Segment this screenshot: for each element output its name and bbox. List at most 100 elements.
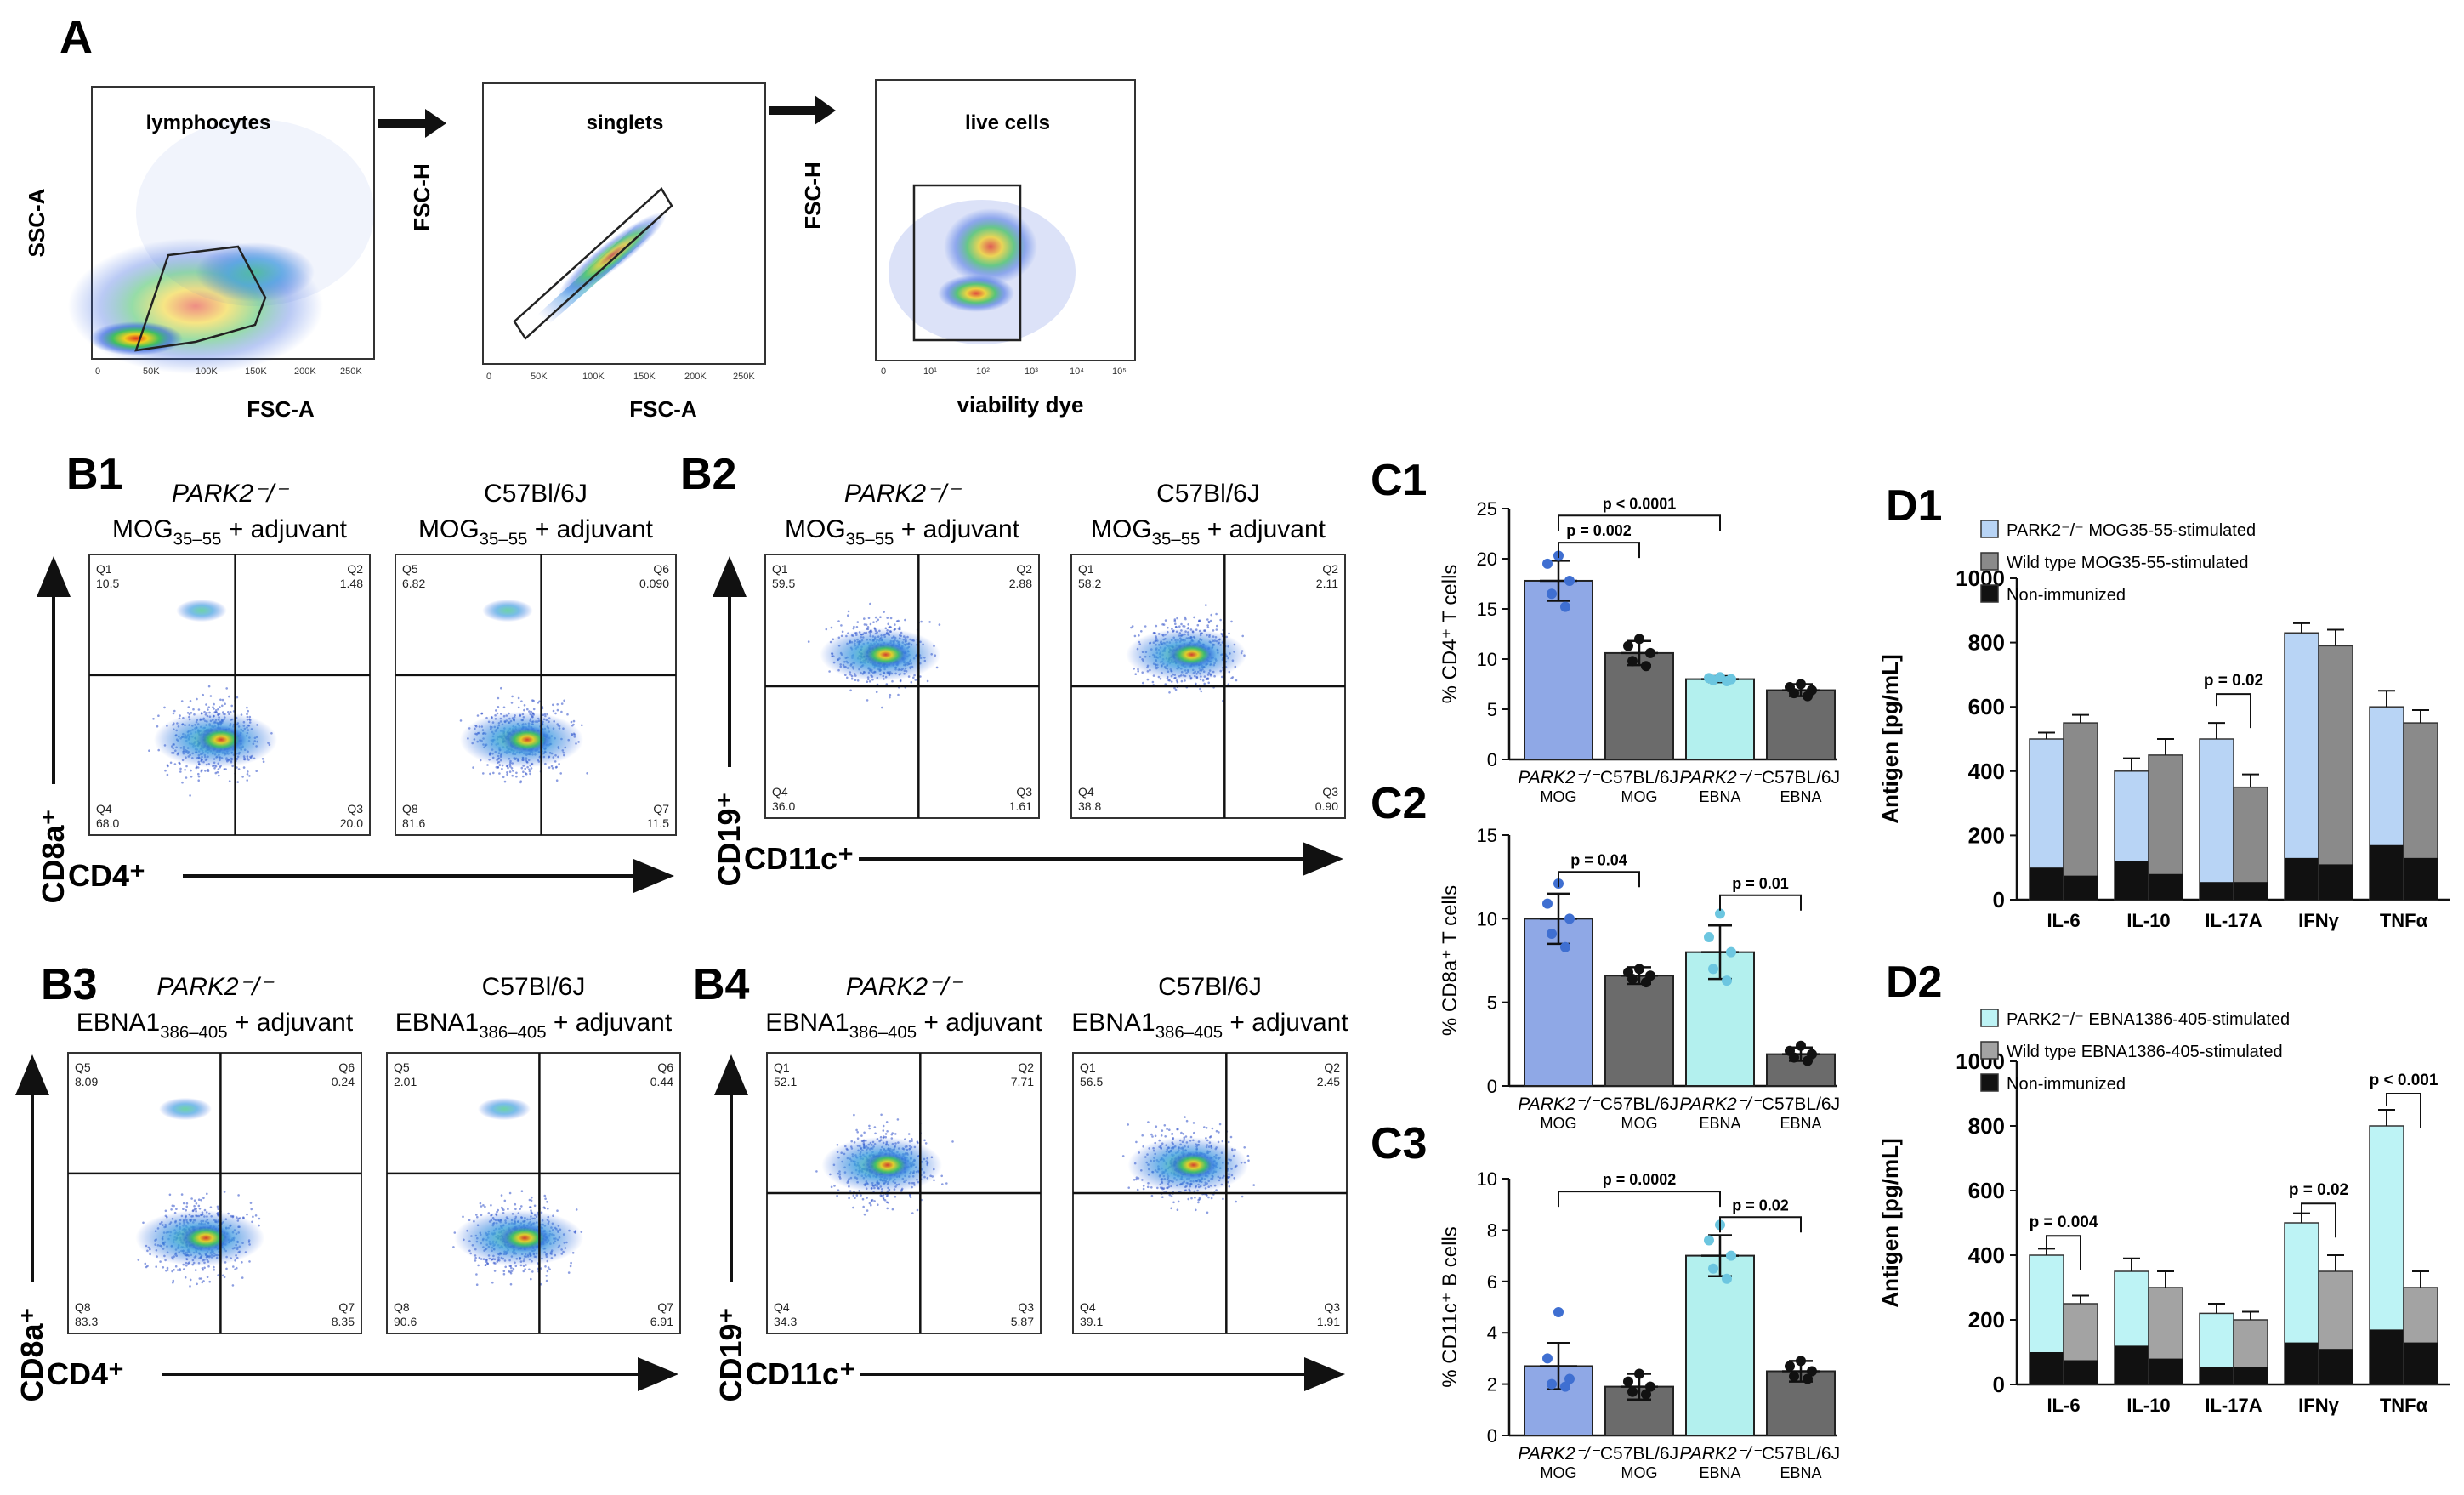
event-dot (916, 1208, 919, 1212)
quadrant-id: Q6 (653, 562, 669, 576)
event-dot (198, 1208, 202, 1210)
p-value-label: p = 0.004 (2030, 1214, 2098, 1231)
event-dot (1246, 1154, 1250, 1157)
event-dot (495, 765, 498, 769)
event-dot (891, 679, 894, 683)
event-dot (1183, 625, 1186, 628)
event-dot (1150, 1194, 1154, 1197)
significance-bracket (1558, 871, 1640, 888)
x-tick-label: C57BL/6J (1600, 1444, 1678, 1464)
event-dot (241, 1276, 244, 1279)
event-dot (575, 1208, 578, 1211)
event-dot (1221, 1140, 1224, 1143)
p-value-label: p = 0.02 (2289, 1181, 2348, 1199)
event-dot (567, 1271, 571, 1274)
event-dot (164, 1209, 167, 1213)
event-dot (519, 1208, 521, 1210)
event-dot (221, 698, 224, 702)
event-dot (510, 702, 514, 704)
event-dot (556, 1209, 559, 1212)
event-dot (203, 1266, 206, 1270)
quadrant-id: Q6 (338, 1060, 355, 1074)
event-dot (217, 768, 220, 770)
event-dot (815, 1170, 818, 1173)
event-dot (898, 626, 901, 628)
event-dot (228, 695, 230, 698)
event-dot (217, 1274, 219, 1276)
condition-label-2: MOG35–55 + adjuvant (1091, 515, 1326, 549)
x-tick-sublabel: MOG (1541, 1115, 1577, 1132)
event-dot (523, 704, 526, 707)
event-dot (909, 1196, 912, 1199)
event-dot (910, 680, 913, 684)
y-tick-label: 10 (1477, 1168, 1497, 1190)
legend-label: Non-immunized (2007, 1075, 2126, 1094)
event-dot (230, 704, 234, 708)
event-dot (1235, 679, 1238, 682)
event-dot (503, 1199, 507, 1202)
event-dot (1176, 680, 1179, 684)
legend-label: PARK2⁻/⁻ MOG35-55-stimulated (2007, 521, 2256, 540)
event-dot (217, 1208, 219, 1210)
data-point (1704, 931, 1714, 942)
panel-label-B1: B1 (66, 450, 122, 499)
event-dot (1150, 1133, 1153, 1136)
bar-nonimmunized (2149, 873, 2183, 900)
event-dot (207, 708, 209, 711)
p-value-label: p = 0.0002 (1603, 1171, 1677, 1188)
event-dot (852, 627, 855, 630)
data-point (1722, 1273, 1732, 1284)
plot-frame (88, 554, 371, 836)
quadrant-value: 20.0 (340, 816, 363, 830)
event-dot (891, 1208, 894, 1211)
event-dot (514, 1208, 517, 1211)
bar-nonimmunized (2115, 861, 2149, 900)
event-dot (529, 772, 531, 776)
event-dot (482, 772, 485, 775)
event-dot (1170, 680, 1173, 683)
event-dot (1151, 680, 1155, 684)
x-tick-label: C57BL/6J (1600, 768, 1678, 787)
bar (1766, 689, 1836, 761)
event-dot (855, 1128, 858, 1132)
event-dot (524, 1268, 526, 1270)
event-dot (512, 1267, 515, 1270)
event-dot (1185, 1119, 1189, 1123)
condition-label-1: EBNA1386–405 + adjuvant (77, 1009, 354, 1042)
event-dot (868, 1127, 871, 1130)
quadrant-value: 0.44 (650, 1075, 673, 1089)
event-dot (886, 1130, 889, 1133)
y-tick-label: 400 (1968, 759, 2005, 784)
event-dot (246, 779, 249, 782)
y-tick-label: 0 (1487, 1425, 1497, 1447)
event-dot (261, 758, 264, 760)
event-dot (1133, 668, 1135, 670)
quadrant-id: Q3 (1018, 1300, 1034, 1314)
event-dot (486, 1262, 490, 1265)
event-dot (195, 1208, 197, 1210)
event-dot (197, 779, 200, 782)
event-dot (500, 686, 502, 690)
tick-log3: 10³ (1025, 367, 1038, 377)
legend-swatch (1980, 1009, 1999, 1027)
event-dot (951, 1140, 954, 1143)
event-dot (840, 624, 843, 627)
bar-nonimmunized (2404, 1342, 2438, 1384)
gating-plot-singlets: singlets FSC-A FSC-H (409, 82, 766, 422)
event-dot (189, 1285, 191, 1288)
event-dot (926, 679, 929, 683)
event-dot (503, 780, 507, 783)
quadrant-value: 2.11 (1316, 577, 1338, 590)
event-dot (570, 720, 573, 724)
event-dot (201, 769, 203, 771)
x-tick-label: IL-17A (2205, 910, 2262, 931)
event-dot (551, 767, 554, 770)
event-dot (498, 772, 501, 775)
event-dot (166, 1266, 169, 1270)
event-dot (246, 713, 248, 716)
event-dot (863, 617, 866, 620)
significance-bracket (2216, 693, 2251, 729)
event-dot (1197, 1201, 1200, 1204)
